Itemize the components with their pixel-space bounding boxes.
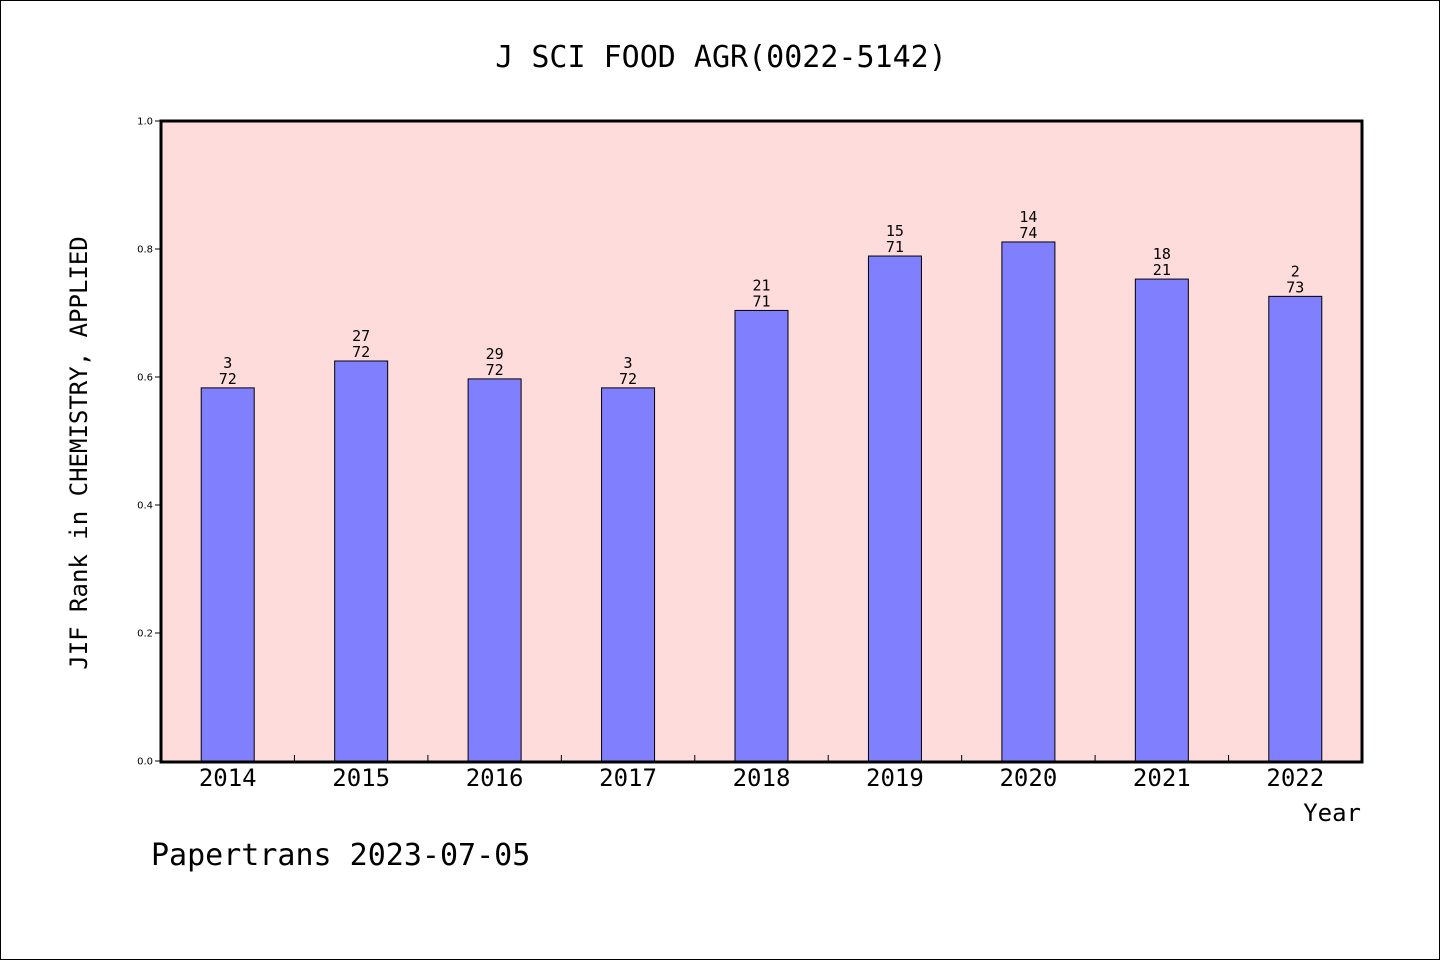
bar-2020 xyxy=(1001,241,1056,762)
bars xyxy=(200,241,1323,762)
x-tick-label: 2017 xyxy=(599,764,657,792)
y-tick-label: 1.0 xyxy=(137,117,153,128)
data-label-rank: 3 xyxy=(624,354,633,372)
data-label-rank: 21 xyxy=(752,276,770,294)
x-tick-label: 2018 xyxy=(733,764,791,792)
y-axis: 0.0 0.2 0.4 0.6 0.8 1.0 xyxy=(137,117,161,768)
y-tick-label: 0.4 xyxy=(137,501,153,512)
data-label-rank: 14 xyxy=(1019,208,1037,226)
y-tick-label: 0.2 xyxy=(137,629,153,640)
bar-2014 xyxy=(200,387,255,762)
x-tick-label: 2014 xyxy=(199,764,257,792)
x-tick-label: 2015 xyxy=(332,764,390,792)
x-tick-label: 2020 xyxy=(999,764,1057,792)
data-label-rank: 18 xyxy=(1153,245,1171,263)
bar-2019 xyxy=(867,255,922,762)
chart-title: J SCI FOOD AGR(0022-5142) xyxy=(495,40,947,75)
data-label-total: 71 xyxy=(752,292,770,310)
footer-credit: Papertrans 2023-07-05 xyxy=(151,838,530,873)
data-label-rank: 3 xyxy=(223,354,232,372)
x-tick-label: 2021 xyxy=(1133,764,1191,792)
x-tick-label: 2016 xyxy=(466,764,524,792)
data-label-total: 71 xyxy=(886,238,904,256)
x-tick-label: 2019 xyxy=(866,764,924,792)
data-label-total: 72 xyxy=(619,370,637,388)
data-label-total: 72 xyxy=(219,370,237,388)
bar-2015 xyxy=(334,360,389,762)
bar-2022 xyxy=(1268,295,1323,762)
y-axis-label: JIF Rank in CHEMISTRY, APPLIED xyxy=(65,236,93,669)
y-tick-label: 0.6 xyxy=(137,373,153,384)
data-label-total: 74 xyxy=(1019,224,1037,242)
data-label-rank: 27 xyxy=(352,327,370,345)
bar-2021 xyxy=(1134,278,1189,762)
x-axis-label: Year xyxy=(1303,799,1361,827)
x-tick-label: 2022 xyxy=(1266,764,1324,792)
bar-2018 xyxy=(734,309,789,762)
data-label-rank: 15 xyxy=(886,222,904,240)
x-axis: 2014 2015 2016 2017 2018 2019 2020 2021 2022 xyxy=(199,755,1324,792)
bar-2017 xyxy=(601,387,656,762)
data-label-total: 73 xyxy=(1286,278,1304,296)
data-label-rank: 29 xyxy=(486,345,504,363)
data-label-total: 72 xyxy=(486,361,504,379)
bar-2016 xyxy=(467,378,522,762)
y-tick-label: 0.8 xyxy=(137,245,153,256)
data-label-total: 72 xyxy=(352,343,370,361)
data-label-rank: 2 xyxy=(1291,262,1300,280)
plot-border xyxy=(159,119,1364,764)
y-tick-label: 0.0 xyxy=(137,757,153,768)
data-label-total: 21 xyxy=(1153,261,1171,279)
